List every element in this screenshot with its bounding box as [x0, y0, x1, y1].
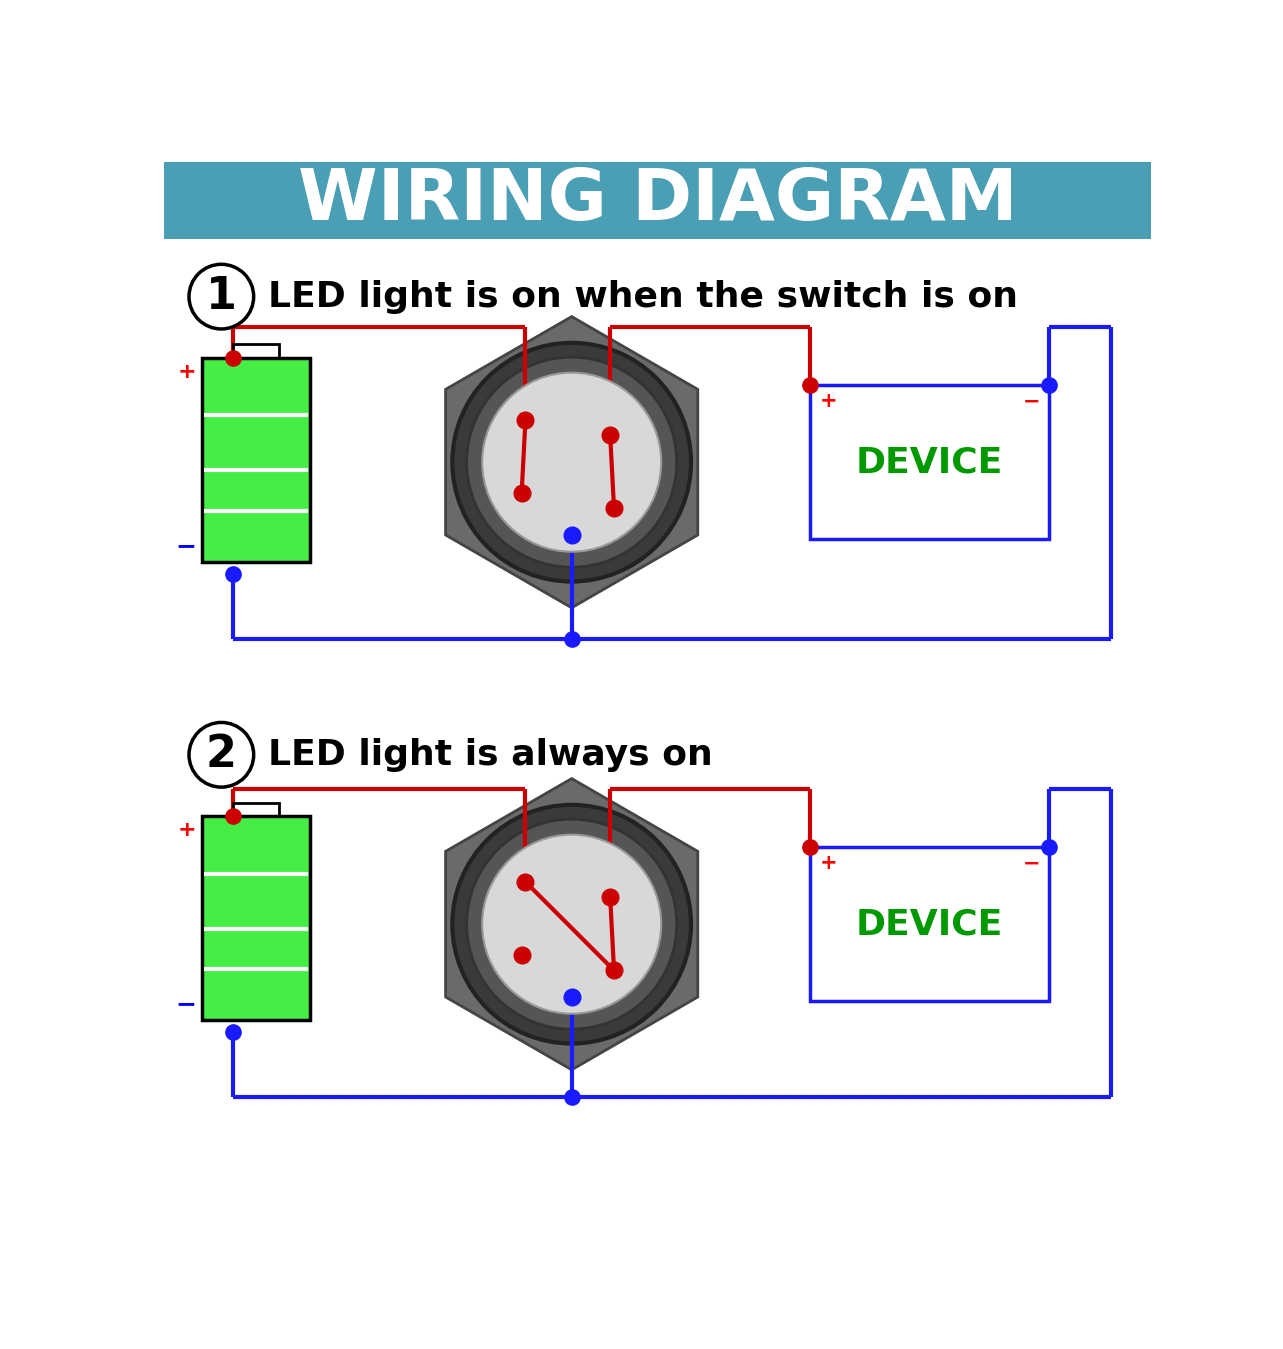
Text: DEVICE: DEVICE [856, 907, 1003, 942]
Text: WIRING DIAGRAM: WIRING DIAGRAM [298, 166, 1017, 235]
Text: −: − [174, 534, 196, 558]
Bar [234, 803, 280, 816]
Polygon shape [445, 778, 698, 1070]
Text: −: − [1023, 854, 1039, 873]
Circle shape [467, 357, 676, 567]
Text: +: + [177, 820, 196, 840]
Circle shape [482, 835, 661, 1013]
Circle shape [453, 343, 692, 581]
Bar [811, 847, 1049, 1001]
Bar [164, 162, 1152, 239]
Text: DEVICE: DEVICE [856, 445, 1003, 479]
Polygon shape [445, 317, 698, 608]
Text: +: + [177, 362, 196, 382]
Text: 1: 1 [205, 275, 237, 318]
Bar [203, 816, 310, 1020]
Text: LED light is on when the switch is on: LED light is on when the switch is on [268, 279, 1017, 313]
Bar [811, 386, 1049, 540]
Text: +: + [820, 391, 838, 411]
Text: −: − [1023, 391, 1039, 411]
Text: LED light is always on: LED light is always on [268, 738, 712, 772]
Bar [203, 359, 310, 563]
Text: +: + [820, 854, 838, 873]
Bar [234, 344, 280, 359]
Text: −: − [174, 993, 196, 1017]
Circle shape [453, 805, 692, 1044]
Circle shape [467, 819, 676, 1029]
Circle shape [482, 372, 661, 552]
Text: 2: 2 [205, 734, 237, 776]
